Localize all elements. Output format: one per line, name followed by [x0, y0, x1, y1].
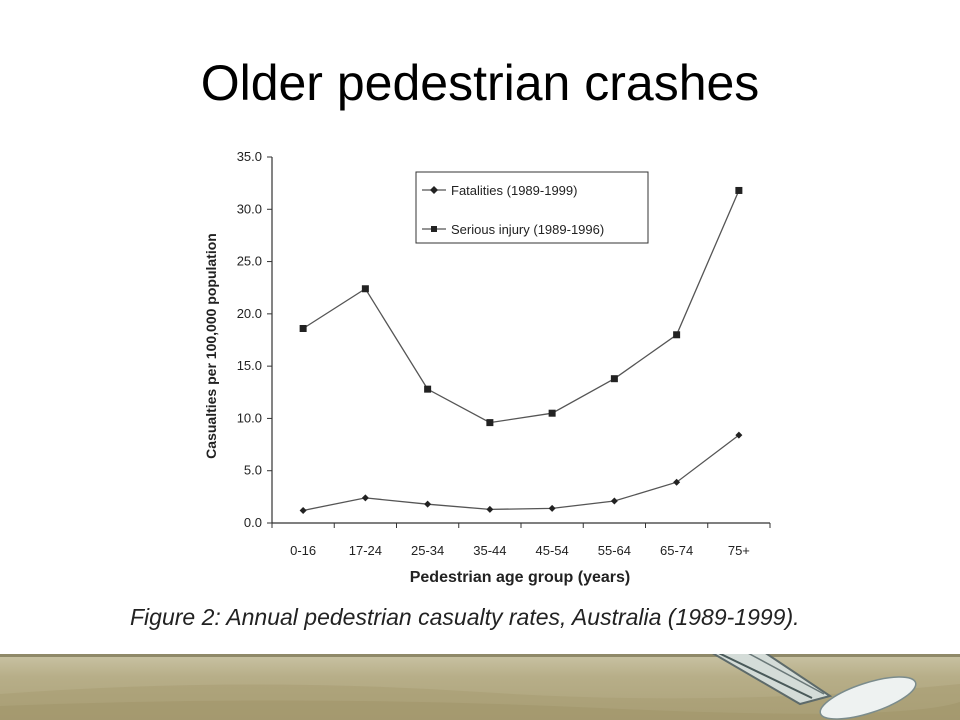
data-point — [548, 504, 556, 512]
data-point — [673, 331, 681, 339]
data-point — [735, 431, 743, 439]
casualty-rate-chart: 0.0 5.0 10.0 15.0 20.0 25.0 30.0 35.0 0-16 17-24 2… — [203, 149, 771, 586]
footer-divider — [0, 654, 960, 657]
legend-serious-injury-label: Serious injury (1989-1996) — [451, 222, 604, 237]
y-tick-label: 35.0 — [237, 149, 262, 164]
data-point — [299, 506, 307, 514]
data-point — [299, 324, 307, 332]
legend-box — [415, 171, 649, 244]
y-axis-label: Casualties per 100,000 population — [203, 233, 219, 459]
y-tick-label: 15.0 — [237, 358, 262, 373]
x-tick-label: 45-54 — [536, 543, 569, 558]
footer-decoration — [0, 654, 960, 720]
y-tick-label: 0.0 — [244, 515, 262, 530]
x-tick-label: 75+ — [728, 543, 750, 558]
data-point — [424, 500, 432, 508]
slide-title: Older pedestrian crashes — [200, 55, 760, 111]
x-tick-label: 55-64 — [598, 543, 631, 558]
data-point — [361, 285, 369, 293]
y-tick-label: 5.0 — [244, 463, 262, 478]
data-point — [424, 385, 432, 393]
x-tick-label: 35-44 — [473, 543, 506, 558]
series-fatalities — [299, 431, 743, 514]
data-point — [735, 186, 743, 194]
x-tick-label: 17-24 — [349, 543, 382, 558]
data-point — [486, 419, 494, 427]
x-tick-label: 0-16 — [290, 543, 316, 558]
series-line — [302, 190, 740, 424]
y-tick-label: 30.0 — [237, 201, 262, 216]
x-tick-label: 65-74 — [660, 543, 693, 558]
x-tick-label: 25-34 — [411, 543, 444, 558]
y-tick-label: 10.0 — [237, 410, 262, 425]
figure-caption: Figure 2: Annual pedestrian casualty rat… — [130, 604, 800, 630]
data-point — [673, 478, 681, 486]
y-tick-label: 25.0 — [237, 254, 262, 269]
data-point — [548, 409, 556, 417]
windsurfer-illustration — [0, 654, 960, 720]
y-tick-label: 20.0 — [237, 306, 262, 321]
x-axis-label: Pedestrian age group (years) — [410, 569, 631, 586]
series-serious-injury — [299, 186, 743, 427]
legend-serious-injury-marker — [431, 226, 437, 232]
board-icon — [819, 676, 917, 720]
data-point — [610, 497, 618, 505]
data-point — [361, 494, 369, 502]
data-point — [610, 375, 618, 383]
data-point — [486, 505, 494, 513]
series-line — [302, 434, 740, 512]
legend-fatalities-label: Fatalities (1989-1999) — [451, 183, 577, 198]
chart-series — [299, 186, 743, 514]
legend-fatalities-marker — [430, 186, 438, 194]
chart-legend: Fatalities (1989-1999) Serious injury (1… — [415, 171, 649, 244]
chart-ticks: 0.0 5.0 10.0 15.0 20.0 25.0 30.0 35.0 0-16 17-24 2… — [237, 149, 771, 558]
